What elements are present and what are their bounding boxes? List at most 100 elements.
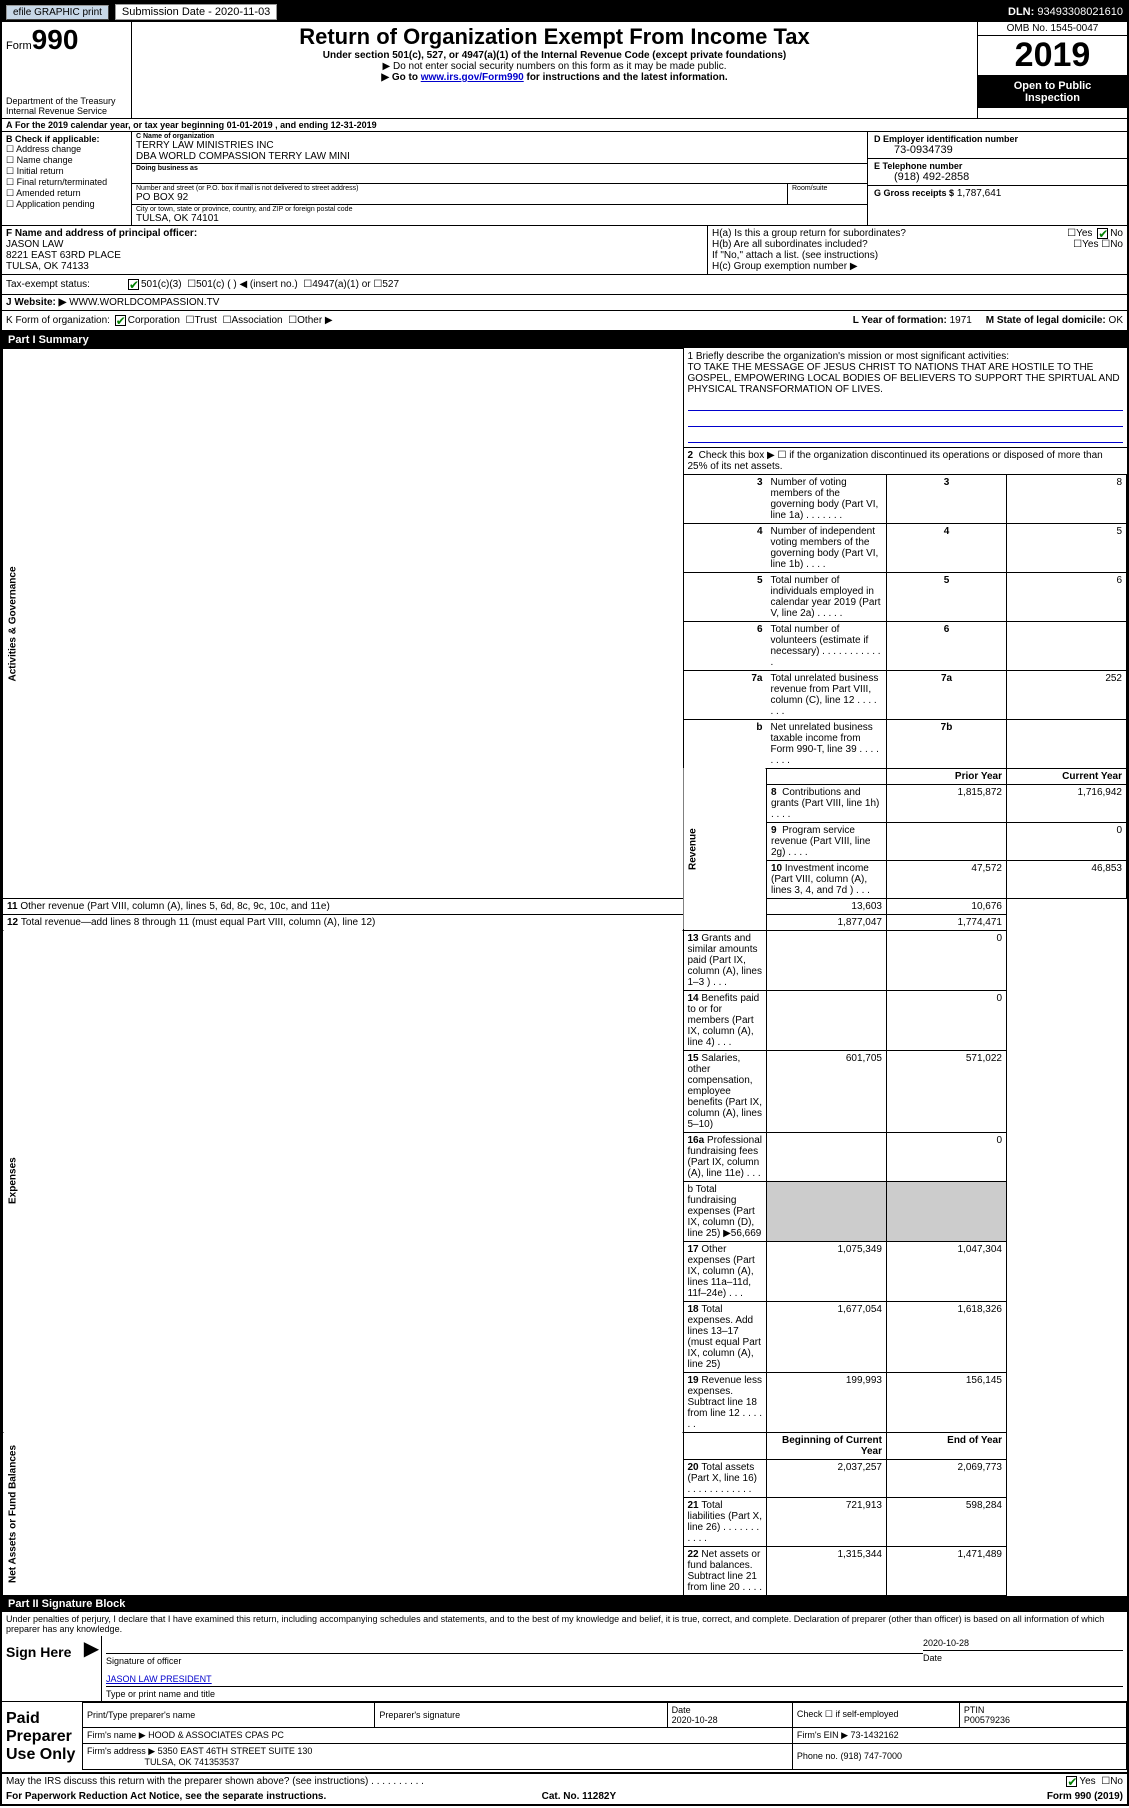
rev-12: Total revenue—add lines 8 through 11 (mu…: [21, 917, 375, 928]
gross-label: G Gross receipts $: [874, 188, 954, 198]
side-netassets: Net Assets or Fund Balances: [3, 1432, 684, 1595]
rev-8: Contributions and grants (Part VIII, lin…: [771, 787, 879, 820]
submission-date: Submission Date - 2020-11-03: [115, 4, 277, 20]
website-row: J Website: ▶ WWW.WORLDCOMPASSION.TV: [2, 295, 1127, 311]
paid-preparer-row: Paid Preparer Use Only Print/Type prepar…: [2, 1702, 1127, 1773]
exp-19: Revenue less expenses. Subtract line 18 …: [688, 1375, 763, 1430]
shade-16b-1: [767, 1181, 887, 1241]
form-subtitle: Under section 501(c), 527, or 4947(a)(1)…: [140, 50, 969, 61]
hb-no[interactable]: No: [1110, 239, 1123, 250]
chk-initial[interactable]: ☐ Initial return: [6, 166, 127, 177]
rev-8c: 1,716,942: [1007, 784, 1127, 822]
sig-officer-label: Signature of officer: [106, 1656, 923, 1666]
officer-signed[interactable]: JASON LAW PRESIDENT: [106, 1674, 212, 1684]
street-address: PO BOX 92: [136, 192, 783, 203]
date-label: Date: [923, 1653, 1123, 1663]
officer-f-label: F Name and address of principal officer:: [6, 228, 703, 239]
chk-pending[interactable]: ☐ Application pending: [6, 199, 127, 210]
exp-14c: 0: [887, 990, 1007, 1050]
val-6: [1007, 621, 1127, 670]
discuss-row: May the IRS discuss this return with the…: [2, 1773, 1127, 1789]
inspect-line1: Open to Public: [1014, 80, 1092, 92]
firm-phone-lbl: Phone no.: [797, 1751, 838, 1761]
ptin-val: P00579236: [964, 1715, 1010, 1725]
ha-no-checked[interactable]: [1097, 228, 1108, 239]
rev-9p: [887, 822, 1007, 860]
exp-17p: 1,075,349: [767, 1241, 887, 1301]
exp-19c: 156,145: [887, 1372, 1007, 1432]
net-21p: 721,913: [767, 1497, 887, 1546]
form-990-num: 990: [32, 24, 79, 55]
form-header: Form990 Department of the Treasury Inter…: [2, 22, 1127, 119]
prep-date: 2020-10-28: [672, 1715, 718, 1725]
exp-19p: 199,993: [767, 1372, 887, 1432]
chk-amended[interactable]: ☐ Amended return: [6, 188, 127, 199]
side-activities: Activities & Governance: [3, 349, 684, 899]
val-7b: [1007, 719, 1127, 768]
dln-label: DLN:: [1008, 6, 1034, 18]
irs-link[interactable]: www.irs.gov/Form990: [421, 72, 524, 83]
dba-label: Doing business as: [136, 165, 863, 172]
firm-addr1: 5350 EAST 46TH STREET SUITE 130: [158, 1746, 313, 1756]
net-20c: 2,069,773: [887, 1459, 1007, 1497]
hb-yes[interactable]: Yes: [1082, 239, 1098, 250]
gov-row-5: Total number of individuals employed in …: [767, 572, 887, 621]
firm-name-lbl: Firm's name ▶: [87, 1730, 146, 1740]
chk-address[interactable]: ☐ Address change: [6, 144, 127, 155]
check-col-b: B Check if applicable: ☐ Address change …: [2, 132, 132, 225]
hb-label: H(b) Are all subordinates included?: [712, 239, 1073, 250]
efile-print-button[interactable]: efile GRAPHIC print: [6, 5, 109, 20]
tax-period: A For the 2019 calendar year, or tax yea…: [2, 119, 1127, 132]
rev-11: Other revenue (Part VIII, column (A), li…: [20, 901, 329, 912]
ha-no: No: [1110, 228, 1123, 239]
section-h: H(a) Is this a group return for subordin…: [707, 226, 1127, 274]
exp-13c: 0: [887, 930, 1007, 990]
rev-11p: 13,603: [767, 898, 887, 914]
period-text: For the 2019 calendar year, or tax year …: [15, 120, 377, 130]
exp-14p: [767, 990, 887, 1050]
opt-527: 527: [382, 279, 399, 290]
rev-10p: 47,572: [887, 860, 1007, 898]
chk-corp[interactable]: [115, 315, 126, 326]
gross-receipts: 1,787,641: [957, 188, 1002, 199]
exp-17c: 1,047,304: [887, 1241, 1007, 1301]
chk-final[interactable]: ☐ Final return/terminated: [6, 177, 127, 188]
rev-12p: 1,877,047: [767, 914, 887, 930]
net-20p: 2,037,257: [767, 1459, 887, 1497]
firm-addr2: TULSA, OK 741353537: [145, 1757, 240, 1767]
col-eoy: End of Year: [887, 1432, 1007, 1459]
prep-name-lbl: Print/Type preparer's name: [83, 1702, 375, 1727]
discuss-yes: Yes: [1079, 1776, 1095, 1787]
prep-date-lbl: Date: [672, 1705, 691, 1715]
chk-501c3[interactable]: [128, 279, 139, 290]
k-label: K Form of organization:: [6, 315, 110, 326]
exp-16ap: [767, 1132, 887, 1181]
discuss-yes-chk[interactable]: [1066, 1776, 1077, 1787]
org-name-1: TERRY LAW MINISTRIES INC: [136, 140, 863, 151]
hb-note: If "No," attach a list. (see instruction…: [712, 250, 1123, 261]
exp-16b: b Total fundraising expenses (Part IX, c…: [683, 1181, 767, 1241]
exp-18p: 1,677,054: [767, 1301, 887, 1372]
paid-prep-label: Paid Preparer Use Only: [2, 1702, 82, 1772]
sign-here-row: Sign Here ▶ Signature of officer 2020-10…: [2, 1636, 1127, 1702]
self-employed[interactable]: Check ☐ if self-employed: [792, 1702, 959, 1727]
gov-row-7a: Total unrelated business revenue from Pa…: [767, 670, 887, 719]
rev-9c: 0: [1007, 822, 1127, 860]
l-label: L Year of formation:: [853, 315, 947, 326]
website-url: WWW.WORLDCOMPASSION.TV: [69, 297, 219, 308]
exp-14: Benefits paid to or for members (Part IX…: [688, 993, 760, 1048]
year-formation: 1971: [950, 315, 972, 326]
val-3: 8: [1007, 474, 1127, 523]
exp-15: Salaries, other compensation, employee b…: [688, 1053, 762, 1130]
opt-other: Other ▶: [297, 315, 332, 326]
ssn-note: ▶ Do not enter social security numbers o…: [140, 61, 969, 72]
chk-name[interactable]: ☐ Name change: [6, 155, 127, 166]
summary-table: Activities & Governance 1 Briefly descri…: [2, 348, 1127, 1596]
ha-yes[interactable]: Yes: [1076, 228, 1092, 239]
ha-label: H(a) Is this a group return for subordin…: [712, 228, 1067, 239]
inspect-line2: Inspection: [1025, 92, 1080, 104]
tax-status-row: Tax-exempt status: 501(c)(3) ☐ 501(c) ( …: [2, 275, 1127, 295]
side-revenue: Revenue: [683, 768, 767, 930]
dln-value: 93493308021610: [1037, 6, 1123, 18]
rev-10c: 46,853: [1007, 860, 1127, 898]
